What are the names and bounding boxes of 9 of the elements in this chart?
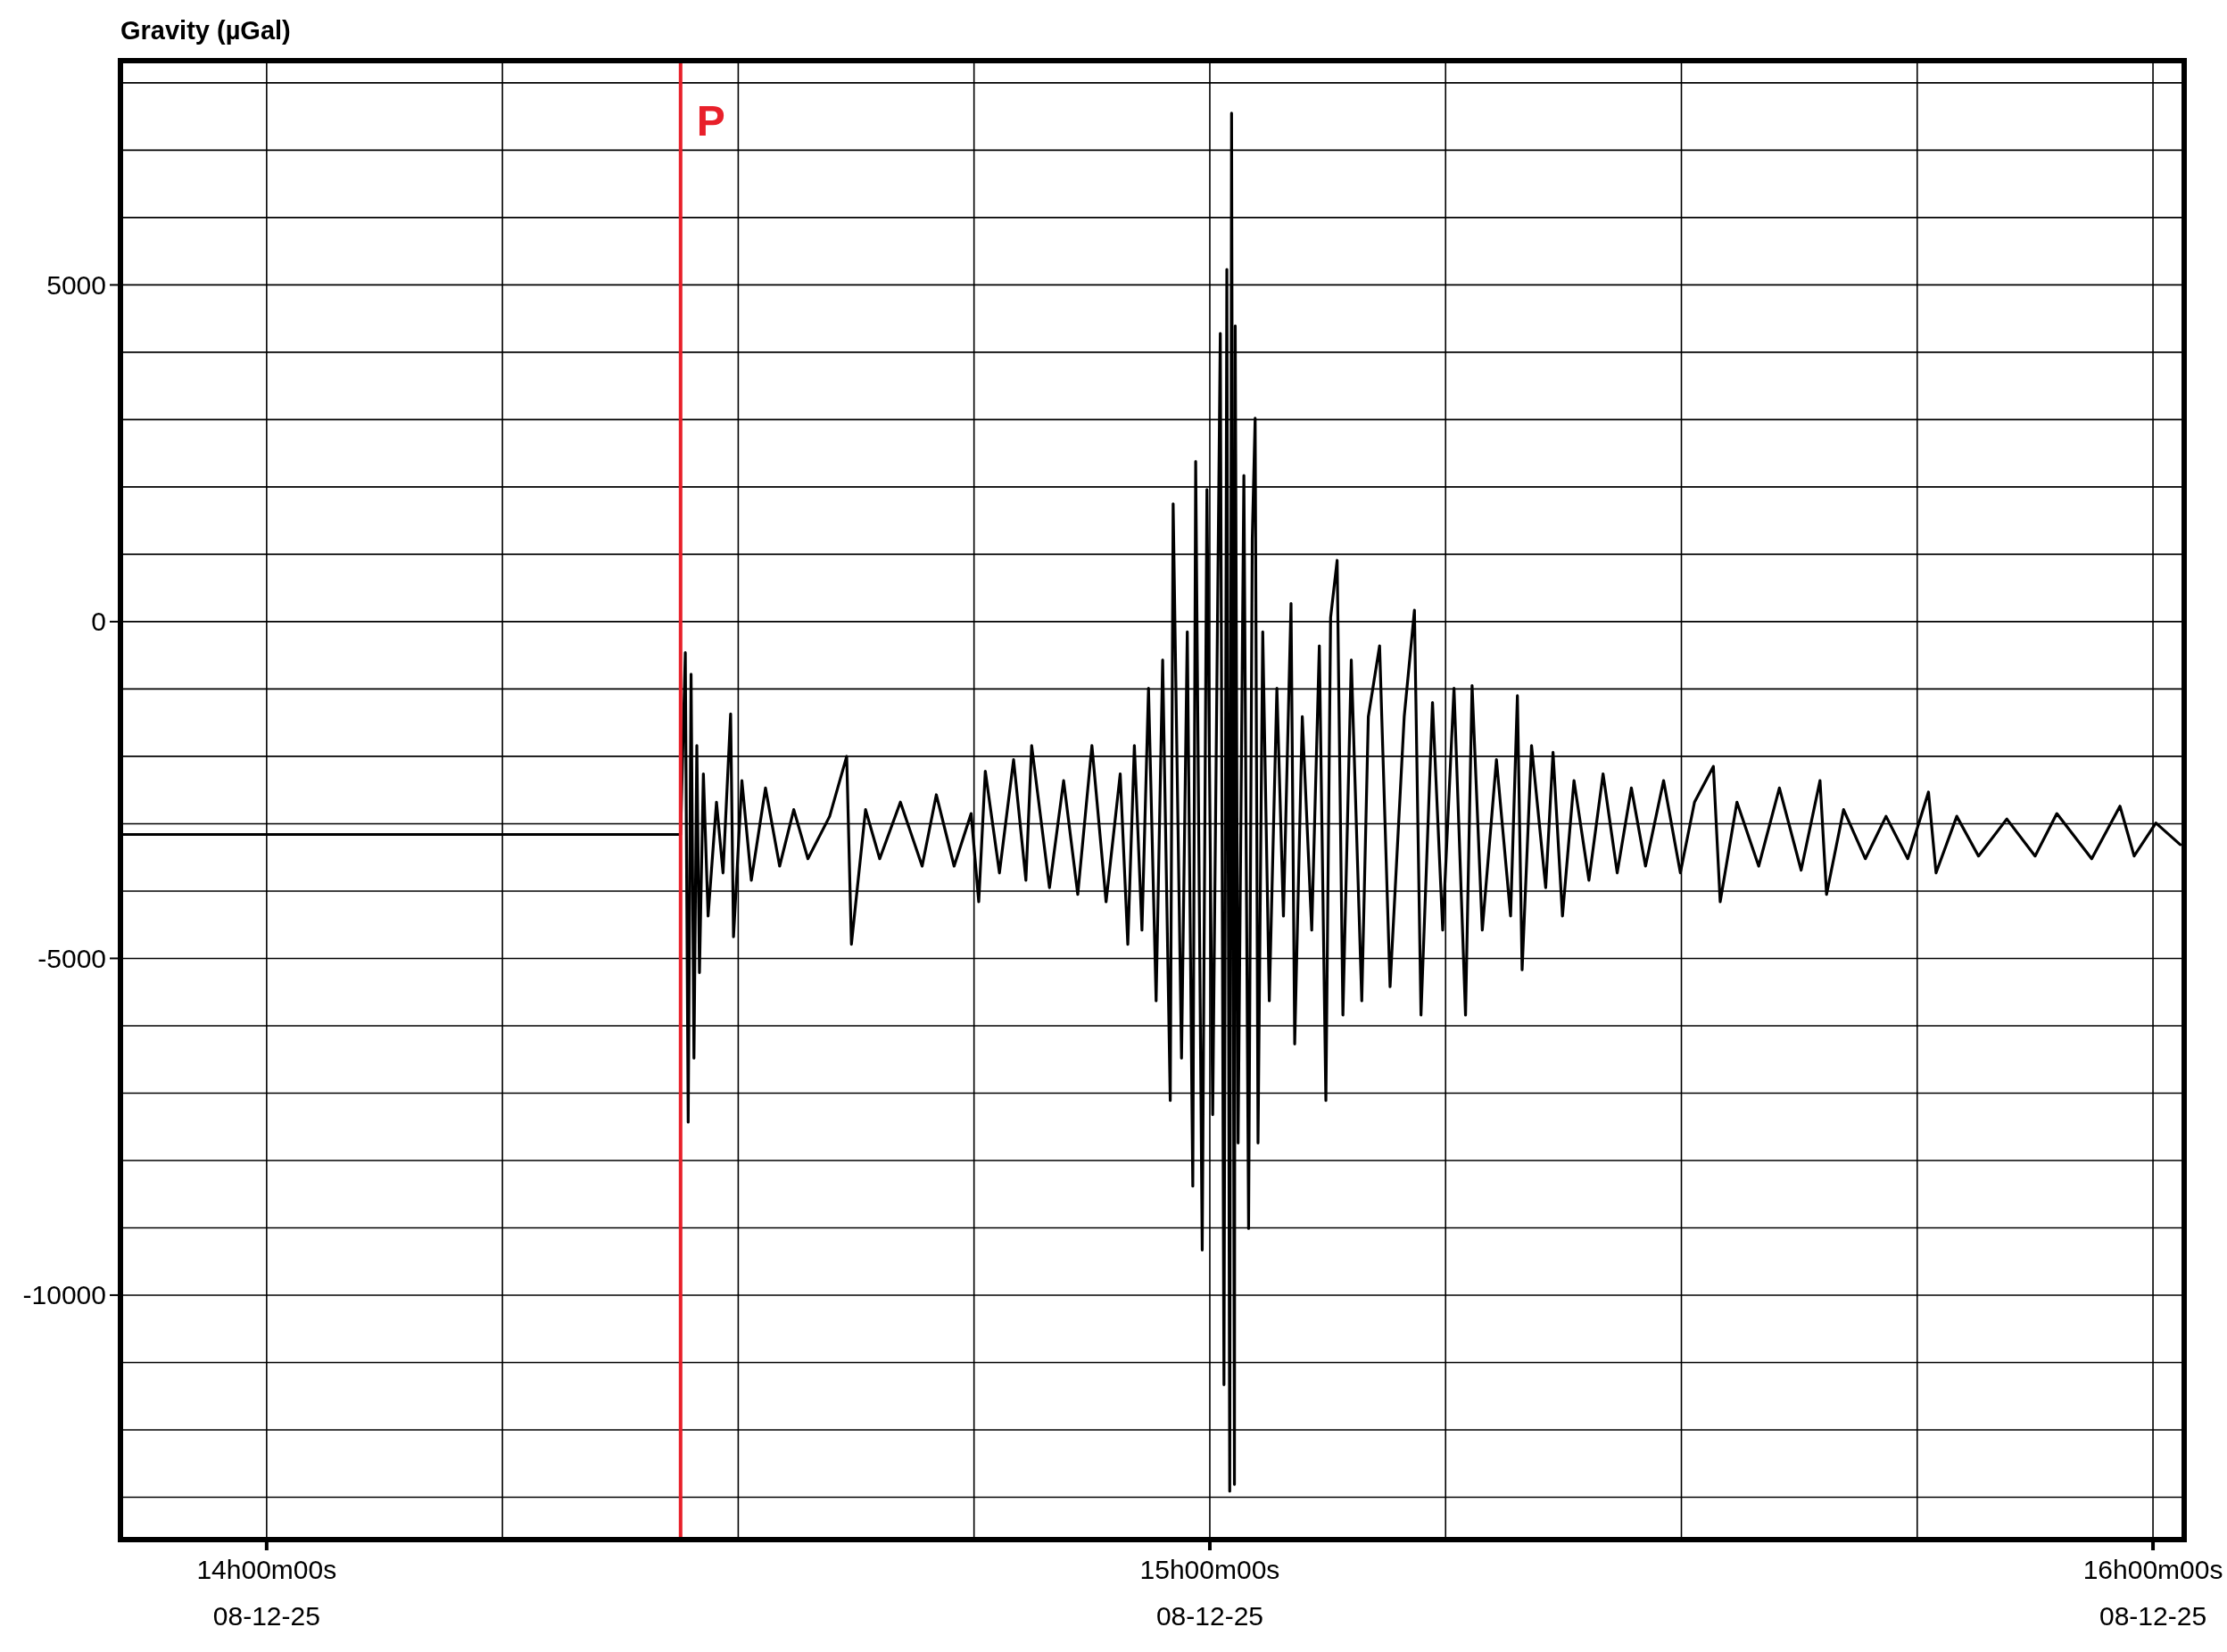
y-tick-label: -10000 [22, 1280, 106, 1310]
y-tick-label: 5000 [46, 269, 106, 300]
y-tick-label: -5000 [37, 943, 106, 973]
chart-title: Gravity (µGal) [120, 16, 291, 45]
x-tick-label: 14h00m00s 08-12-25 [196, 1555, 337, 1631]
ref-line-label: P [696, 97, 725, 145]
x-tick-label: 15h00m00s 08-12-25 [1139, 1555, 1280, 1631]
x-tick-label: 16h00m00s 08-12-25 [2082, 1555, 2223, 1631]
y-tick-label: 0 [91, 607, 106, 637]
